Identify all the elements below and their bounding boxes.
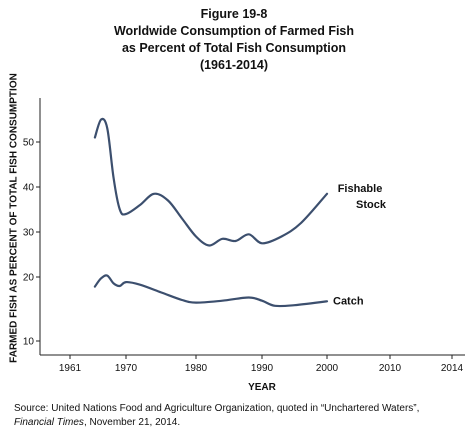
source-date: , November 21, 2014. <box>83 417 181 428</box>
x-tick-label: 1980 <box>185 363 208 374</box>
source-note: Source: United Nations Food and Agricult… <box>14 402 419 430</box>
x-tick-label: 1990 <box>251 363 274 374</box>
x-tick-label: 2014 <box>441 363 464 374</box>
series-label-catch: Catch <box>333 295 364 307</box>
chart-title-years: (1961-2014) <box>199 58 269 72</box>
series-label-word: Fishable <box>338 183 383 195</box>
x-axis-label: YEAR <box>248 382 277 393</box>
series-line-catch <box>93 274 329 308</box>
source-publication: Financial Times <box>14 417 84 428</box>
series-label-word: Stock <box>356 199 387 211</box>
figure-number: Figure 19-8 <box>200 7 268 21</box>
chart-title-block: Figure 19-8 Worldwide Consumption of Far… <box>0 6 468 74</box>
chart-title-line-2: as Percent of Total Fish Consumption <box>121 41 347 55</box>
x-tick-label: 1970 <box>115 363 138 374</box>
y-tick-label: 30 <box>23 228 35 239</box>
series-label-fishable-stock: Fishable Stock <box>338 183 387 211</box>
x-tick-label: 1961 <box>59 363 82 374</box>
chart-title-line-1: Worldwide Consumption of Farmed Fish <box>113 24 355 38</box>
x-tick-label: 2010 <box>379 363 402 374</box>
y-tick-label: 20 <box>23 273 35 284</box>
x-tick-label: 2000 <box>316 363 339 374</box>
y-tick-label: 10 <box>23 337 35 348</box>
y-tick-label: 40 <box>23 183 35 194</box>
series-line-fishable-stock <box>93 117 329 247</box>
source-prefix: Source: United Nations Food and Agricult… <box>14 403 420 414</box>
y-tick-label: 50 <box>23 138 35 149</box>
